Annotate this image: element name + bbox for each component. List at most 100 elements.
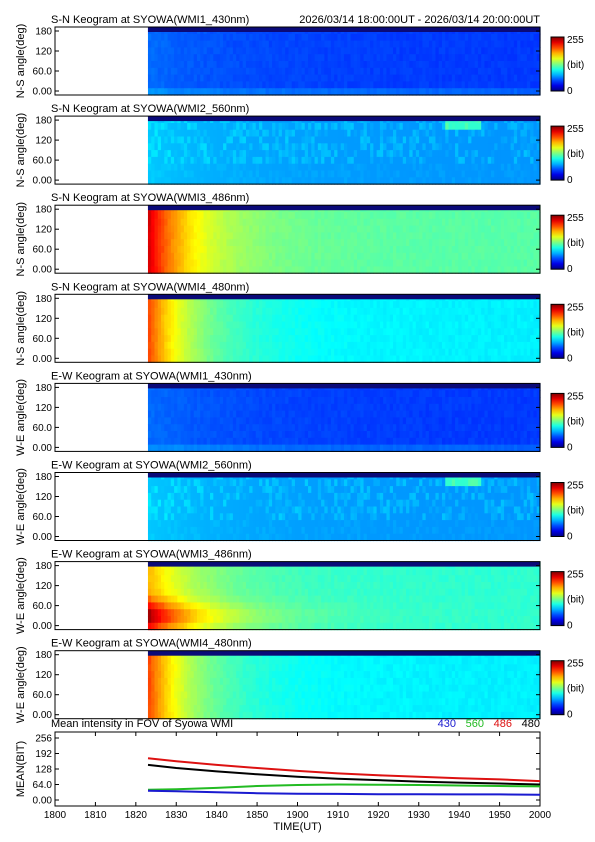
- keogram-cell: [262, 321, 267, 329]
- keogram-cell: [226, 246, 231, 254]
- keogram-cell: [229, 150, 234, 158]
- keogram-cell: [461, 335, 466, 343]
- keogram-cell: [370, 355, 374, 363]
- keogram-cell: [379, 218, 384, 227]
- keogram-cell: [425, 54, 430, 62]
- keogram-cell: [487, 218, 492, 227]
- keogram-cell: [360, 177, 365, 185]
- keogram-cell: [500, 54, 505, 62]
- keogram-cell: [510, 156, 515, 165]
- keogram-cell: [484, 239, 489, 247]
- keogram-cell: [366, 259, 371, 267]
- keogram-cell: [262, 355, 267, 363]
- keogram-cell: [481, 232, 486, 240]
- keogram-cell: [239, 136, 244, 144]
- keogram-cell: [317, 74, 322, 82]
- keogram-cell: [154, 246, 159, 254]
- keogram-cell: [314, 307, 319, 316]
- keogram-cell: [386, 355, 391, 363]
- keogram-cell: [360, 252, 365, 261]
- keogram-cell: [245, 136, 250, 144]
- keogram-cell: [304, 307, 309, 316]
- keogram-cell: [350, 232, 355, 240]
- keogram-cell: [510, 150, 515, 158]
- keogram-cell: [448, 40, 453, 48]
- keogram-cell: [190, 40, 195, 48]
- keogram-cell: [500, 163, 505, 172]
- keogram-cell: [330, 40, 335, 48]
- keogram-cell: [147, 246, 152, 254]
- keogram-cell: [275, 307, 280, 316]
- keogram-cell: [357, 239, 361, 247]
- keogram-cell: [458, 136, 463, 144]
- keogram-cell: [448, 335, 453, 343]
- keogram-cell: [213, 225, 218, 233]
- keogram-cell: [458, 314, 463, 323]
- keogram-cell: [386, 81, 391, 89]
- keogram-cell: [183, 74, 188, 82]
- keogram-cell: [242, 150, 247, 158]
- keogram-cell: [373, 81, 378, 89]
- keogram-cell: [281, 307, 286, 316]
- keogram-cell: [190, 88, 195, 96]
- keogram-cell: [187, 328, 192, 336]
- keogram-cell: [308, 348, 312, 357]
- keogram-cell: [406, 259, 410, 267]
- keogram-cell: [177, 47, 182, 55]
- keogram-cell: [383, 177, 388, 185]
- keogram-cell: [180, 81, 185, 89]
- keogram-cell: [448, 246, 453, 254]
- keogram-cell: [530, 341, 535, 350]
- keogram-cell: [177, 225, 182, 233]
- keogram-cell: [213, 47, 218, 55]
- keogram-cell: [236, 328, 241, 336]
- keogram-cell: [161, 348, 165, 357]
- keogram-cell: [170, 61, 175, 69]
- keogram-cell: [353, 212, 358, 220]
- keogram-cell: [216, 252, 221, 261]
- keogram-cell: [180, 47, 185, 55]
- keogram-cell: [242, 246, 247, 254]
- keogram-cell: [383, 218, 388, 227]
- keogram-cell: [151, 163, 156, 172]
- keogram-cell: [350, 355, 355, 363]
- keogram-cell: [402, 335, 407, 343]
- keogram-cell: [330, 129, 335, 138]
- keogram-cell: [357, 177, 361, 185]
- keogram-cell: [245, 259, 250, 267]
- keogram-cell: [530, 122, 535, 131]
- keogram-cell: [321, 232, 325, 240]
- keogram-cell: [268, 301, 273, 309]
- keogram-cell: [262, 239, 267, 247]
- keogram-cell: [167, 212, 172, 220]
- keogram-cell: [386, 61, 391, 69]
- keogram-cell: [481, 33, 486, 42]
- keogram-cell: [249, 170, 254, 178]
- keogram-cell: [157, 88, 162, 96]
- keogram-cell: [373, 348, 378, 357]
- keogram-cell: [419, 314, 423, 323]
- keogram-cell: [252, 88, 257, 96]
- keogram-cell: [468, 252, 472, 261]
- keogram-cell: [190, 307, 195, 316]
- keogram-cell: [373, 74, 378, 82]
- keogram-cell: [425, 266, 430, 274]
- keogram-cell: [481, 266, 486, 274]
- keogram-cell: [357, 266, 361, 274]
- keogram-cell: [415, 218, 420, 227]
- keogram-cell: [490, 212, 495, 220]
- keogram-cell: [494, 301, 499, 309]
- keogram-cell: [164, 437, 169, 446]
- keogram-cell: [350, 143, 355, 151]
- keogram-cell: [147, 61, 152, 69]
- keogram-cell: [379, 355, 384, 363]
- keogram-cell: [451, 239, 456, 247]
- keogram-cell: [481, 348, 486, 357]
- keogram-cell: [157, 122, 162, 131]
- keogram-cell: [435, 218, 440, 227]
- keogram-cell: [298, 259, 303, 267]
- keogram-cell: [170, 136, 175, 144]
- keogram-cell: [340, 328, 345, 336]
- keogram-cell: [255, 33, 260, 42]
